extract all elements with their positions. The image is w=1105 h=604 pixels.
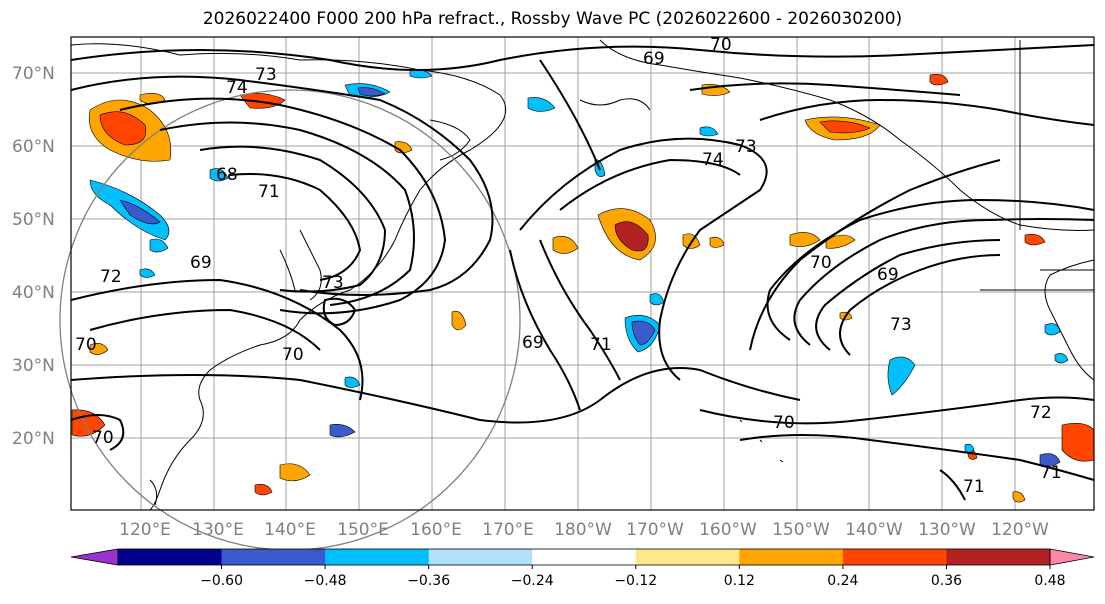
graticule — [71, 37, 1094, 510]
map-panel: 70 69 73 74 68 71 72 69 70 73 74 73 71 6… — [59, 35, 1095, 551]
colorbar-tick-label: −0.60 — [200, 573, 243, 589]
colorbar-segment — [325, 549, 430, 565]
contour-label: 70 — [773, 413, 795, 433]
contour-label: 73 — [255, 65, 277, 85]
colorbar-segment — [118, 549, 223, 565]
lon-label: 160°W — [699, 520, 757, 540]
contour-label: 70 — [710, 35, 732, 55]
contour-label: 69 — [877, 265, 899, 285]
contour-labels: 70 69 73 74 68 71 72 69 70 73 74 73 71 6… — [75, 35, 1062, 497]
lon-label: 170°W — [626, 520, 684, 540]
lat-label: 50°N — [12, 210, 55, 230]
lon-label: 140°W — [845, 520, 903, 540]
lon-label: 120°W — [991, 520, 1049, 540]
contour-label: 69 — [190, 253, 212, 273]
lon-label: 150°W — [772, 520, 830, 540]
colorbar-outline — [117, 548, 1051, 566]
colorbar-tick-label: −0.36 — [407, 573, 450, 589]
contour-label: 70 — [810, 253, 832, 273]
contour-label: 71 — [1040, 463, 1062, 483]
colorbar-segment — [842, 549, 947, 565]
lon-label: 130°W — [918, 520, 976, 540]
colorbar-segment — [946, 549, 1051, 565]
contour-label: 72 — [1030, 403, 1052, 423]
contour-label: 71 — [258, 182, 280, 202]
longitude-axis: 120°E 130°E 140°E 150°E 160°E 170°E 180°… — [119, 520, 1049, 540]
map-title: 2026022400 F000 200 hPa refract., Rossby… — [202, 9, 903, 29]
colorbar-tick-label: 0.36 — [931, 573, 962, 589]
anomaly-fill — [71, 69, 1095, 503]
contour-label: 73 — [322, 273, 344, 293]
contour-label: 70 — [282, 345, 304, 365]
lat-label: 20°N — [12, 429, 55, 449]
colorbar-segment — [221, 549, 326, 565]
colorbar-extend-high — [1049, 548, 1095, 566]
colorbar-segment — [739, 549, 844, 565]
colorbar-segment — [428, 549, 533, 565]
colorbar-tick-label: 0.12 — [724, 573, 755, 589]
colorbar-tick-label: −0.24 — [511, 573, 554, 589]
colorbar-tick-label: 0.48 — [1034, 573, 1065, 589]
colorbar: −0.60 −0.48 −0.36 −0.24 −0.12 0.12 0.24 0.36 0.4… — [70, 548, 1095, 589]
lat-label: 60°N — [12, 137, 55, 157]
contour-label: 69 — [522, 333, 544, 353]
lon-label: 120°E — [119, 520, 171, 540]
colorbar-segment — [532, 549, 637, 565]
latitude-axis: 70°N 60°N 50°N 40°N 30°N 20°N — [12, 64, 55, 449]
lon-label: 150°E — [337, 520, 389, 540]
contour-label: 70 — [75, 335, 97, 355]
colorbar-tick-label: 0.24 — [827, 573, 858, 589]
contour-label: 69 — [643, 49, 665, 69]
lat-label: 70°N — [12, 64, 55, 84]
contour-label: 71 — [590, 335, 612, 355]
contour-label: 71 — [963, 477, 985, 497]
contour-label: 73 — [890, 315, 912, 335]
contour-label: 70 — [92, 428, 114, 448]
contour-label: 74 — [702, 150, 724, 170]
lon-label: 160°E — [410, 520, 462, 540]
contour-label: 73 — [735, 137, 757, 157]
lat-label: 40°N — [12, 283, 55, 303]
contour-label: 72 — [100, 267, 122, 287]
refractivity-contours — [70, 44, 1095, 501]
map-border — [70, 36, 1095, 511]
coastlines — [70, 39, 1095, 511]
colorbar-tick-label: −0.48 — [304, 573, 347, 589]
contour-label: 68 — [216, 165, 238, 185]
lon-label: 170°E — [482, 520, 534, 540]
contour-label: 74 — [226, 78, 248, 98]
lat-label: 30°N — [12, 356, 55, 376]
colorbar-segment — [635, 549, 740, 565]
colorbar-extend-low — [70, 548, 119, 566]
colorbar-tick-label: −0.12 — [614, 573, 657, 589]
lon-label: 180°W — [554, 520, 612, 540]
lon-label: 130°E — [192, 520, 244, 540]
lon-label: 140°E — [264, 520, 316, 540]
